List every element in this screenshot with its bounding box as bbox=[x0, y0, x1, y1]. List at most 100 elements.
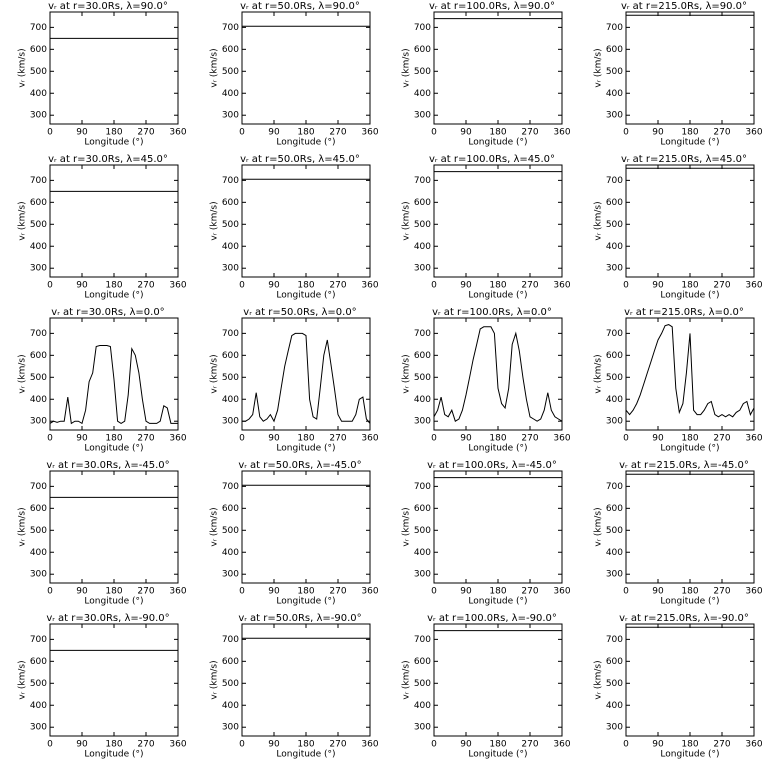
y-tick-label: 700 bbox=[222, 23, 239, 33]
x-tick-label: 270 bbox=[137, 587, 154, 597]
x-tick-label: 0 bbox=[47, 434, 53, 444]
chart-title: vᵣ at r=50.0Rs, λ=45.0° bbox=[240, 154, 360, 165]
x-tick-label: 0 bbox=[47, 587, 53, 597]
x-tick-label: 360 bbox=[553, 587, 570, 597]
y-tick-label: 700 bbox=[414, 23, 431, 33]
y-tick-label: 400 bbox=[414, 701, 431, 711]
x-tick-label: 270 bbox=[329, 281, 346, 291]
x-axis-label: Longitude (°) bbox=[468, 138, 527, 148]
y-tick-label: 400 bbox=[222, 395, 239, 405]
plot-frame bbox=[241, 317, 371, 431]
chart-title: vᵣ at r=100.0Rs, λ=0.0° bbox=[432, 307, 552, 318]
y-tick-label: 400 bbox=[30, 395, 47, 405]
plot-frame bbox=[433, 11, 563, 125]
y-tick-label: 300 bbox=[606, 111, 623, 121]
x-tick-label: 270 bbox=[137, 740, 154, 750]
y-tick-label: 600 bbox=[606, 351, 623, 361]
y-tick-label: 400 bbox=[606, 395, 623, 405]
y-tick-label: 700 bbox=[414, 176, 431, 186]
x-tick-label: 360 bbox=[361, 128, 378, 138]
x-tick-label: 270 bbox=[713, 587, 730, 597]
x-tick-label: 180 bbox=[489, 587, 506, 597]
y-axis-label: vᵣ (km/s) bbox=[18, 660, 28, 699]
y-axis-label: vᵣ (km/s) bbox=[18, 507, 28, 546]
y-axis-label: vᵣ (km/s) bbox=[210, 660, 220, 699]
y-tick-label: 500 bbox=[222, 373, 239, 383]
x-axis-label: Longitude (°) bbox=[276, 750, 335, 760]
y-tick-label: 500 bbox=[606, 373, 623, 383]
x-tick-label: 0 bbox=[239, 128, 245, 138]
x-tick-label: 90 bbox=[460, 434, 472, 444]
y-tick-label: 700 bbox=[606, 23, 623, 33]
x-tick-label: 0 bbox=[623, 740, 629, 750]
y-tick-label: 600 bbox=[606, 657, 623, 667]
x-axis-label: Longitude (°) bbox=[468, 291, 527, 301]
y-axis-label: vᵣ (km/s) bbox=[210, 201, 220, 240]
y-tick-label: 500 bbox=[606, 220, 623, 230]
plot-frame bbox=[49, 470, 179, 584]
plot-frame bbox=[49, 317, 179, 431]
y-tick-label: 700 bbox=[222, 329, 239, 339]
y-tick-label: 300 bbox=[606, 570, 623, 580]
y-tick-label: 700 bbox=[606, 482, 623, 492]
x-tick-label: 180 bbox=[105, 740, 122, 750]
x-tick-label: 360 bbox=[553, 434, 570, 444]
y-tick-label: 500 bbox=[606, 67, 623, 77]
x-tick-label: 90 bbox=[268, 128, 280, 138]
plot-frame bbox=[625, 164, 755, 278]
y-tick-label: 600 bbox=[606, 45, 623, 55]
y-tick-label: 400 bbox=[30, 242, 47, 252]
plot-frame bbox=[49, 623, 179, 737]
y-tick-label: 500 bbox=[30, 220, 47, 230]
y-tick-label: 700 bbox=[606, 329, 623, 339]
chart-title: vᵣ at r=50.0Rs, λ=-45.0° bbox=[238, 460, 361, 471]
y-tick-label: 600 bbox=[222, 657, 239, 667]
y-tick-label: 600 bbox=[414, 657, 431, 667]
y-axis-label: vᵣ (km/s) bbox=[402, 507, 412, 546]
data-line bbox=[433, 326, 563, 422]
y-tick-label: 400 bbox=[606, 701, 623, 711]
x-tick-label: 270 bbox=[329, 128, 346, 138]
x-tick-label: 180 bbox=[297, 740, 314, 750]
x-axis-label: Longitude (°) bbox=[660, 138, 719, 148]
x-tick-label: 0 bbox=[623, 128, 629, 138]
x-tick-label: 360 bbox=[361, 434, 378, 444]
y-tick-label: 700 bbox=[414, 329, 431, 339]
y-tick-label: 700 bbox=[30, 23, 47, 33]
y-tick-label: 600 bbox=[222, 198, 239, 208]
x-tick-label: 0 bbox=[431, 281, 437, 291]
x-tick-label: 0 bbox=[623, 434, 629, 444]
y-tick-label: 400 bbox=[222, 89, 239, 99]
x-tick-label: 180 bbox=[105, 434, 122, 444]
x-tick-label: 360 bbox=[553, 128, 570, 138]
chart-title: vᵣ at r=100.0Rs, λ=90.0° bbox=[429, 1, 555, 12]
y-tick-label: 600 bbox=[30, 504, 47, 514]
y-tick-label: 500 bbox=[414, 373, 431, 383]
y-tick-label: 600 bbox=[414, 45, 431, 55]
x-tick-label: 0 bbox=[47, 281, 53, 291]
x-tick-label: 180 bbox=[681, 434, 698, 444]
y-axis-label: vᵣ (km/s) bbox=[210, 354, 220, 393]
y-axis-label: vᵣ (km/s) bbox=[210, 507, 220, 546]
y-tick-label: 400 bbox=[414, 548, 431, 558]
chart-title: vᵣ at r=215.0Rs, λ=0.0° bbox=[624, 307, 744, 318]
y-tick-label: 300 bbox=[606, 723, 623, 733]
y-axis-label: vᵣ (km/s) bbox=[594, 354, 604, 393]
x-tick-label: 180 bbox=[681, 740, 698, 750]
data-line bbox=[49, 345, 178, 425]
x-axis-label: Longitude (°) bbox=[276, 291, 335, 301]
x-tick-label: 90 bbox=[76, 281, 88, 291]
y-tick-label: 600 bbox=[414, 504, 431, 514]
x-tick-label: 90 bbox=[76, 740, 88, 750]
chart-title: vᵣ at r=100.0Rs, λ=-45.0° bbox=[427, 460, 557, 471]
x-axis-label: Longitude (°) bbox=[84, 138, 143, 148]
x-axis-label: Longitude (°) bbox=[468, 597, 527, 607]
x-axis-label: Longitude (°) bbox=[660, 291, 719, 301]
x-tick-label: 270 bbox=[521, 587, 538, 597]
x-tick-label: 90 bbox=[652, 740, 664, 750]
x-tick-label: 270 bbox=[713, 281, 730, 291]
y-axis-label: vᵣ (km/s) bbox=[402, 48, 412, 87]
y-tick-label: 600 bbox=[414, 198, 431, 208]
y-axis-label: vᵣ (km/s) bbox=[402, 660, 412, 699]
